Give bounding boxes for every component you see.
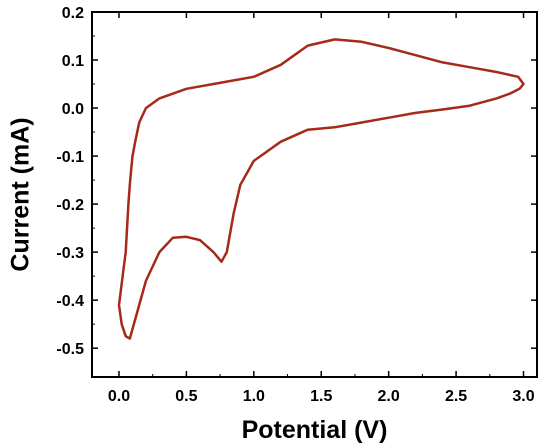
x-tick-label: 2.5 (445, 388, 467, 405)
x-tick-label: 0.5 (175, 388, 197, 405)
plot-area-border (91, 11, 538, 378)
series-group (117, 38, 525, 340)
plot-frame (91, 11, 538, 378)
x-tick-label: 2.0 (378, 388, 400, 405)
y-tick-label: -0.1 (56, 149, 84, 166)
y-axis-title: Current (mA) (7, 117, 35, 271)
cv-curve (117, 38, 525, 340)
x-tick-label: 1.0 (243, 388, 265, 405)
y-axis-ticks: 0.2 0.1 0.0 -0.1 -0.2 -0.3 -0.4 -0.5 (56, 5, 537, 358)
y-tick-label: 0.1 (62, 53, 84, 70)
y-tick-label: 0.0 (62, 101, 84, 118)
x-axis-ticks: 0.0 0.5 1.0 1.5 2.0 2.5 3.0 (108, 12, 535, 405)
y-tick-label: -0.2 (56, 197, 84, 214)
x-tick-label: 3.0 (512, 388, 534, 405)
x-tick-label: 0.0 (108, 388, 130, 405)
x-axis-title: Potential (V) (242, 416, 388, 444)
x-tick-label: 1.5 (310, 388, 332, 405)
y-tick-label: -0.3 (56, 245, 84, 262)
y-tick-label: -0.5 (56, 341, 84, 358)
y-tick-label: 0.2 (62, 5, 84, 22)
y-tick-label: -0.4 (56, 293, 84, 310)
